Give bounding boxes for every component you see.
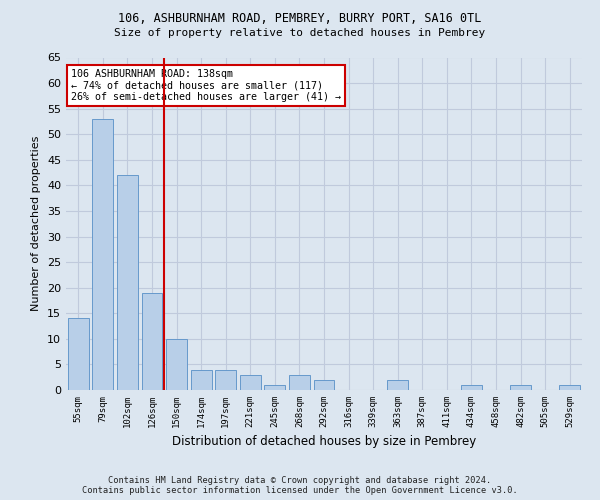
Bar: [559, 385, 580, 390]
Bar: [142, 293, 163, 390]
Text: 106, ASHBURNHAM ROAD, PEMBREY, BURRY PORT, SA16 0TL: 106, ASHBURNHAM ROAD, PEMBREY, BURRY POR…: [118, 12, 482, 26]
Text: Contains HM Land Registry data © Crown copyright and database right 2024.
Contai: Contains HM Land Registry data © Crown c…: [82, 476, 518, 495]
Bar: [314, 380, 334, 390]
X-axis label: Distribution of detached houses by size in Pembrey: Distribution of detached houses by size …: [172, 436, 476, 448]
Bar: [215, 370, 236, 390]
Bar: [387, 380, 408, 390]
Bar: [92, 119, 113, 390]
Bar: [510, 385, 531, 390]
Bar: [289, 374, 310, 390]
Text: 106 ASHBURNHAM ROAD: 138sqm
← 74% of detached houses are smaller (117)
26% of se: 106 ASHBURNHAM ROAD: 138sqm ← 74% of det…: [71, 69, 341, 102]
Text: Size of property relative to detached houses in Pembrey: Size of property relative to detached ho…: [115, 28, 485, 38]
Bar: [461, 385, 482, 390]
Bar: [117, 175, 138, 390]
Bar: [166, 339, 187, 390]
Bar: [191, 370, 212, 390]
Bar: [240, 374, 261, 390]
Y-axis label: Number of detached properties: Number of detached properties: [31, 136, 41, 312]
Bar: [68, 318, 89, 390]
Bar: [265, 385, 286, 390]
